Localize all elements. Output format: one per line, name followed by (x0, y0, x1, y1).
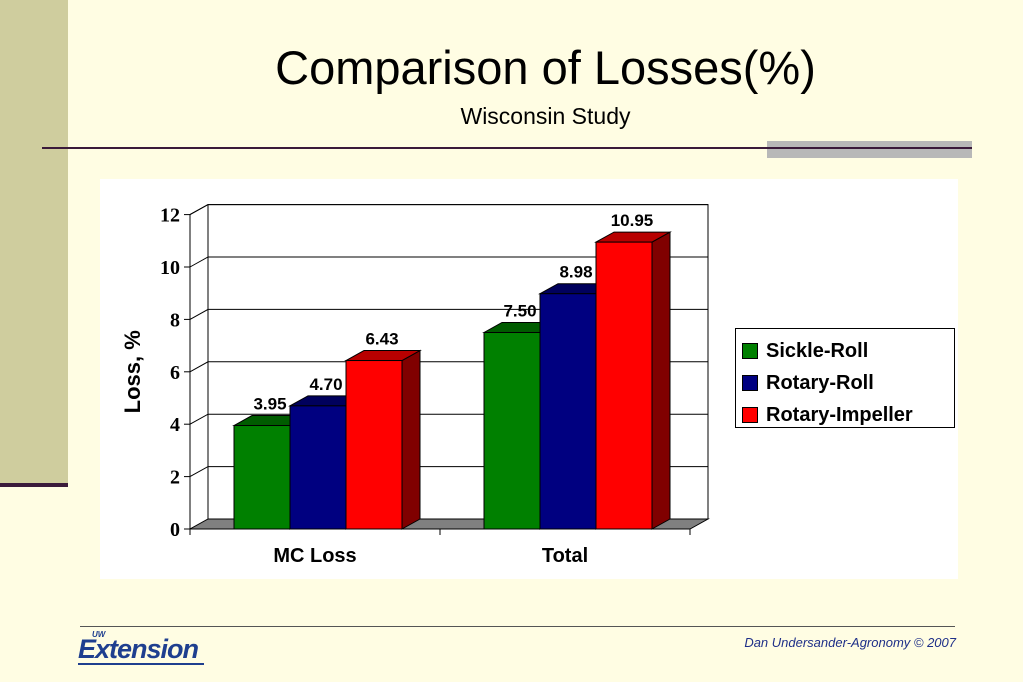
y-tick-label: 4 (170, 414, 180, 436)
y-tick-label: 2 (170, 467, 180, 489)
chart-labels: 3.95 4.70 6.43 7.50 8.98 10.95 (253, 211, 653, 413)
y-tick-label: 8 (170, 309, 180, 331)
bar-front-face (289, 405, 347, 530)
legend-swatch-sickle-roll (742, 343, 758, 359)
author-credit: Dan Undersander-Agronomy © 2007 (744, 635, 956, 650)
title-divider-accent-line (767, 147, 972, 149)
chart-panel: 0 2 4 6 8 10 12 MC Loss Total 3.95 4.70 6.43 7.50 8.… (100, 179, 958, 579)
slide-subtitle: Wisconsin Study (460, 103, 631, 129)
data-label: 4.70 (309, 375, 342, 394)
data-label: 8.98 (559, 263, 592, 282)
footer-divider (80, 626, 955, 627)
y-axis-title: Loss, % (120, 330, 145, 413)
bar-side-face (401, 349, 421, 530)
data-label: 3.95 (253, 395, 286, 414)
bar-side-face (651, 231, 671, 530)
legend-swatch-rotary-roll (742, 375, 758, 391)
title-divider (42, 147, 972, 149)
logo-underline (78, 663, 204, 665)
gridline (189, 256, 708, 268)
data-label: 10.95 (611, 211, 654, 230)
uw-extension-logo: UW Extension (78, 630, 208, 666)
x-tick-label: Total (542, 545, 588, 567)
data-label: 7.50 (503, 302, 536, 321)
y-tick-label: 0 (170, 519, 180, 541)
chart-bars (232, 231, 672, 530)
legend-item-rotary-roll: Rotary-Roll (742, 367, 954, 399)
logo-superscript: UW (92, 630, 106, 639)
left-decorative-band (0, 0, 68, 485)
logo-text: Extension (78, 634, 199, 664)
bar-front-face (483, 332, 541, 530)
y-tick-label: 10 (160, 257, 180, 279)
title-divider-accent (767, 141, 972, 158)
legend-item-sickle-roll: Sickle-Roll (742, 335, 954, 367)
bar-front-face (595, 241, 653, 530)
legend-label-rotary-impeller: Rotary-Impeller (766, 403, 913, 426)
y-tick-label: 12 (160, 205, 180, 227)
bar-chart: 0 2 4 6 8 10 12 MC Loss Total 3.95 4.70 6.43 7.50 8.… (120, 204, 710, 567)
legend-label-sickle-roll: Sickle-Roll (766, 339, 869, 362)
y-axis-line (189, 204, 209, 529)
legend-swatch-rotary-impeller (742, 407, 758, 423)
bar-rotary-impeller-mc-loss (344, 349, 422, 530)
legend-label-rotary-roll: Rotary-Roll (766, 371, 874, 394)
bar-front-face (345, 360, 403, 530)
data-label: 6.43 (365, 330, 398, 349)
y-tick-label: 6 (170, 362, 180, 384)
bar-front-face (539, 293, 597, 530)
bar-front-face (233, 425, 291, 530)
chart-legend: Sickle-Roll Rotary-Roll Rotary-Impeller (735, 328, 955, 428)
legend-item-rotary-impeller: Rotary-Impeller (742, 399, 954, 431)
bar-rotary-impeller-total (594, 231, 672, 530)
left-band-divider (0, 483, 68, 487)
x-tick-label: MC Loss (273, 545, 356, 567)
slide-title: Comparison of Losses(%) (275, 41, 816, 94)
